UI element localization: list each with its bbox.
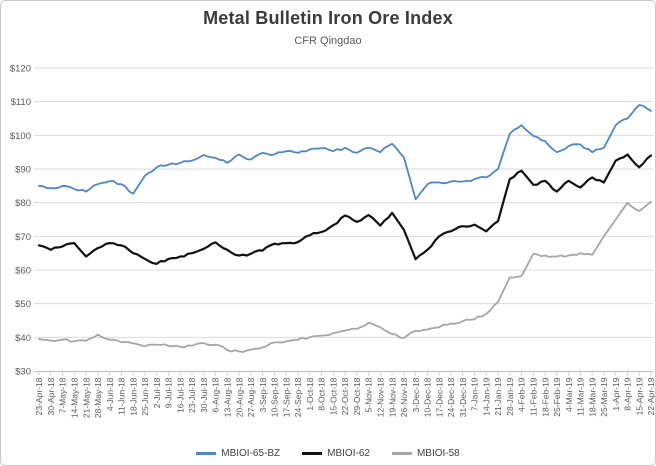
x-tick-label: 30-Apr-18 <box>46 377 56 415</box>
x-tick-label: 7-Jan-19 <box>470 377 480 411</box>
series-line-mbioi-58 <box>38 200 652 353</box>
x-tick-label: 1-Apr-19 <box>611 377 621 410</box>
x-tick-label: 14-Jan-19 <box>481 377 491 416</box>
legend-label: MBIOI-62 <box>327 448 370 459</box>
x-tick-label: 2-Jul-18 <box>152 377 162 408</box>
x-tick-label: 22-Oct-18 <box>340 377 350 415</box>
legend-item-mbioi-65-bz: MBIOI-65-BZ <box>196 448 280 459</box>
x-tick-label: 4-Feb-19 <box>517 377 527 412</box>
legend-item-mbioi-62: MBIOI-62 <box>302 448 370 459</box>
x-tick-label: 16-Jul-18 <box>175 377 185 413</box>
x-tick-label: 3-Sep-18 <box>258 377 268 412</box>
y-tick-label: $100 <box>10 131 31 142</box>
y-tick-label: $70 <box>15 232 31 243</box>
x-tick-label: 9-Jul-18 <box>164 377 174 408</box>
x-tick-label: 13-Aug-18 <box>223 377 233 417</box>
chart-subtitle: CFR Qingdao <box>294 35 362 47</box>
x-tick-label: 27-Aug-18 <box>246 377 256 417</box>
y-tick-label: $110 <box>11 97 31 108</box>
x-tick-label: 22-Apr-19 <box>646 377 656 415</box>
x-tick-label: 4-Jun-18 <box>105 377 115 411</box>
x-tick-label: 21-May-18 <box>81 377 91 418</box>
series-line-mbioi-65-bz <box>38 104 652 201</box>
x-tick-label: 29-Oct-18 <box>352 377 362 415</box>
y-tick-label: $120 <box>10 64 31 75</box>
x-tick-label: 18-Jun-18 <box>128 377 138 416</box>
x-tick-label: 21-Jan-19 <box>493 377 503 416</box>
legend-label: MBIOI-65-BZ <box>221 448 281 459</box>
x-tick-label: 11-Feb-19 <box>529 377 539 416</box>
x-tick-label: 18-Feb-19 <box>540 377 550 416</box>
y-tick-label: $90 <box>15 165 31 176</box>
y-tick-label: $40 <box>15 333 31 344</box>
x-tick-label: 15-Oct-18 <box>328 377 338 415</box>
y-tick-label: $80 <box>15 198 31 209</box>
x-tick-label: 28-May-18 <box>93 377 103 418</box>
x-tick-label: 24-Sep-18 <box>293 377 303 417</box>
y-tick-label: $30 <box>15 367 31 378</box>
x-tick-label: 26-Nov-18 <box>399 377 409 417</box>
x-tick-label: 3-Dec-18 <box>411 377 421 412</box>
x-tick-label: 25-Mar-19 <box>599 377 609 416</box>
x-tick-label: 5-Nov-18 <box>364 377 374 412</box>
legend-line-swatch <box>196 452 217 455</box>
x-tick-label: 28-Jan-19 <box>505 377 515 416</box>
x-tick-label: 20-Aug-18 <box>234 377 244 417</box>
x-tick-label: 8-Apr-19 <box>623 377 633 410</box>
legend-line-swatch <box>391 452 412 455</box>
x-tick-label: 15-Apr-19 <box>634 377 644 415</box>
x-tick-label: 17-Sep-18 <box>281 377 291 417</box>
x-tick-label: 4-Mar-19 <box>564 377 574 412</box>
x-tick-label: 17-Dec-18 <box>434 377 444 417</box>
y-tick-label: $60 <box>15 266 31 277</box>
x-tick-label: 23-Apr-18 <box>34 377 44 415</box>
x-tick-label: 7-May-18 <box>58 377 68 413</box>
x-tick-label: 23-Jul-18 <box>187 377 197 413</box>
x-tick-label: 24-Dec-18 <box>446 377 456 417</box>
legend: MBIOI-65-BZ MBIOI-62 MBIOI-58 <box>1 448 655 459</box>
y-tick-label: $50 <box>15 299 31 310</box>
x-tick-label: 19-Nov-18 <box>387 377 397 417</box>
x-tick-label: 31-Dec-18 <box>458 377 468 417</box>
x-tick-label: 14-May-18 <box>70 377 80 418</box>
legend-label: MBIOI-58 <box>416 448 460 459</box>
series-line-mbioi-62 <box>37 153 653 265</box>
legend-item-mbioi-58: MBIOI-58 <box>391 448 460 459</box>
x-tick-label: 8-Oct-18 <box>317 377 327 410</box>
x-tick-label: 25-Jun-18 <box>140 377 150 416</box>
x-tick-label: 10-Sep-18 <box>270 377 280 417</box>
x-tick-label: 25-Feb-19 <box>552 377 562 416</box>
x-tick-label: 11-Jun-18 <box>117 377 127 415</box>
x-tick-label: 6-Aug-18 <box>211 377 221 412</box>
x-tick-label: 11-Mar-19 <box>576 377 586 416</box>
chart-title: Metal Bulletin Iron Ore Index <box>203 8 453 28</box>
x-tick-label: 1-Oct-18 <box>305 377 315 410</box>
legend-line-swatch <box>302 452 323 455</box>
x-tick-label: 30-Jul-18 <box>199 377 209 413</box>
x-tick-label: 18-Mar-19 <box>587 377 597 416</box>
x-tick-label: 12-Nov-18 <box>376 377 386 417</box>
x-tick-label: 10-Dec-18 <box>423 377 433 417</box>
